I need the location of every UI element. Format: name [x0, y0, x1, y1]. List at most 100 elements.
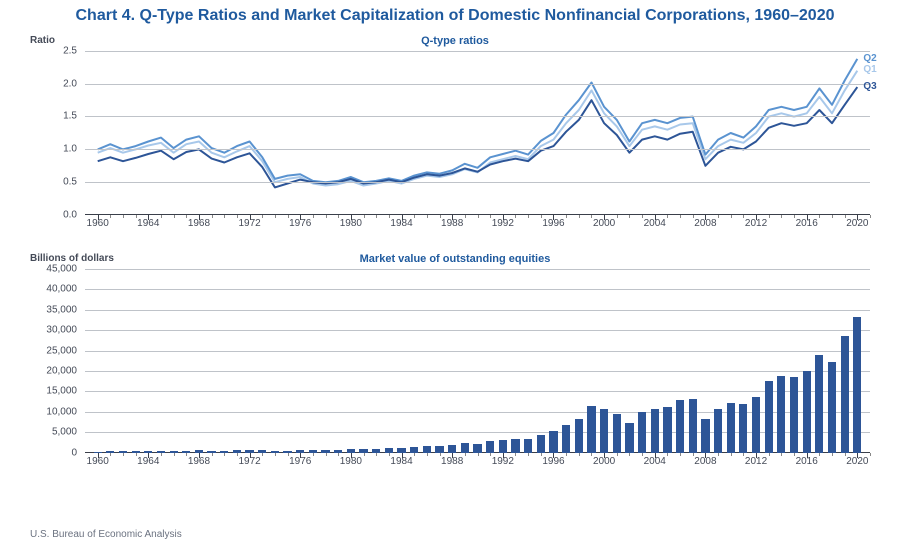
xtick-label: 2004	[644, 218, 666, 229]
ytick-label: 45,000	[27, 263, 77, 274]
bar	[321, 450, 329, 453]
xtick-label: 2008	[694, 456, 716, 467]
bar	[220, 451, 228, 453]
xtick-minor	[123, 453, 124, 456]
bar	[727, 403, 735, 453]
xtick-label: 2004	[644, 456, 666, 467]
xtick-label: 2016	[796, 456, 818, 467]
bar	[144, 451, 152, 453]
bar	[283, 451, 291, 453]
xtick-minor	[174, 215, 175, 218]
xtick-label: 1960	[87, 218, 109, 229]
bar	[853, 317, 861, 453]
grid-line	[85, 310, 870, 311]
bottom-panel: Billions of dollars Market value of outs…	[30, 251, 880, 471]
bar	[815, 355, 823, 452]
bar	[448, 445, 456, 453]
xtick-minor	[579, 453, 580, 456]
xtick-minor	[617, 215, 618, 218]
bar	[170, 451, 178, 453]
bar	[841, 336, 849, 453]
ytick-label: 2.0	[27, 78, 77, 89]
xtick-minor	[667, 453, 668, 456]
xtick-minor	[427, 453, 428, 456]
xtick-label: 1968	[188, 456, 210, 467]
xtick-label: 1984	[390, 218, 412, 229]
bar	[499, 440, 507, 453]
xtick-minor	[275, 453, 276, 456]
xtick-minor	[528, 453, 529, 456]
ytick-label: 20,000	[27, 366, 77, 377]
grid-line	[85, 149, 870, 150]
xtick-label: 1988	[441, 456, 463, 467]
bar	[663, 407, 671, 453]
bar	[119, 451, 127, 452]
xtick-minor	[718, 453, 719, 456]
xtick-minor	[819, 453, 820, 456]
xtick-label: 2008	[694, 218, 716, 229]
bar	[473, 444, 481, 453]
bar	[739, 404, 747, 453]
source-text: U.S. Bureau of Economic Analysis	[30, 529, 182, 540]
xtick-minor	[515, 215, 516, 218]
bar	[94, 452, 102, 453]
series-label-q1: Q1	[863, 64, 876, 75]
bar	[549, 431, 557, 453]
bar	[600, 409, 608, 453]
xtick-label: 1980	[340, 218, 362, 229]
bar	[752, 397, 760, 453]
xtick-label: 2000	[593, 456, 615, 467]
bar	[486, 441, 494, 452]
xtick-minor	[224, 215, 225, 218]
xtick-label: 1968	[188, 218, 210, 229]
xtick-minor	[376, 215, 377, 218]
xtick-minor	[769, 453, 770, 456]
bar	[524, 439, 532, 452]
ytick-label: 0.5	[27, 176, 77, 187]
bar	[689, 399, 697, 453]
bar	[537, 435, 545, 453]
xtick-minor	[313, 453, 314, 456]
xtick-minor	[123, 215, 124, 218]
xtick-minor	[629, 453, 630, 456]
bar	[334, 450, 342, 453]
bar	[372, 449, 380, 453]
xtick-minor	[680, 453, 681, 456]
xtick-label: 1964	[137, 218, 159, 229]
top-subtitle: Q-type ratios	[30, 35, 880, 47]
xtick-minor	[515, 453, 516, 456]
ytick-label: 35,000	[27, 304, 77, 315]
xtick-minor	[617, 453, 618, 456]
xtick-minor	[566, 215, 567, 218]
xtick-label: 1984	[390, 456, 412, 467]
ytick-label: 5,000	[27, 427, 77, 438]
grid-line	[85, 391, 870, 392]
series-label-q2: Q2	[863, 53, 876, 64]
xtick-minor	[326, 215, 327, 218]
xtick-minor	[262, 215, 263, 218]
ytick-label: 1.0	[27, 144, 77, 155]
grid-line	[85, 371, 870, 372]
bar	[410, 447, 418, 453]
xtick-minor	[212, 215, 213, 218]
xtick-minor	[629, 215, 630, 218]
xtick-label: 2020	[846, 456, 868, 467]
grid-line	[85, 330, 870, 331]
top-plot-area: 0.00.51.01.52.02.51960196419681972197619…	[85, 51, 870, 215]
bar	[613, 414, 621, 453]
bar	[182, 451, 190, 453]
xtick-label: 1972	[238, 218, 260, 229]
bar	[207, 451, 215, 453]
bar	[296, 450, 304, 453]
xtick-minor	[427, 215, 428, 218]
xtick-minor	[781, 215, 782, 218]
ytick-label: 40,000	[27, 284, 77, 295]
bar	[461, 443, 469, 452]
top-panel: Ratio Q-type ratios 0.00.51.01.52.02.519…	[30, 33, 880, 233]
xtick-label: 1960	[87, 456, 109, 467]
xtick-label: 1996	[542, 218, 564, 229]
xtick-minor	[326, 453, 327, 456]
grid-line	[85, 51, 870, 52]
bar	[385, 448, 393, 453]
xtick-minor	[478, 453, 479, 456]
